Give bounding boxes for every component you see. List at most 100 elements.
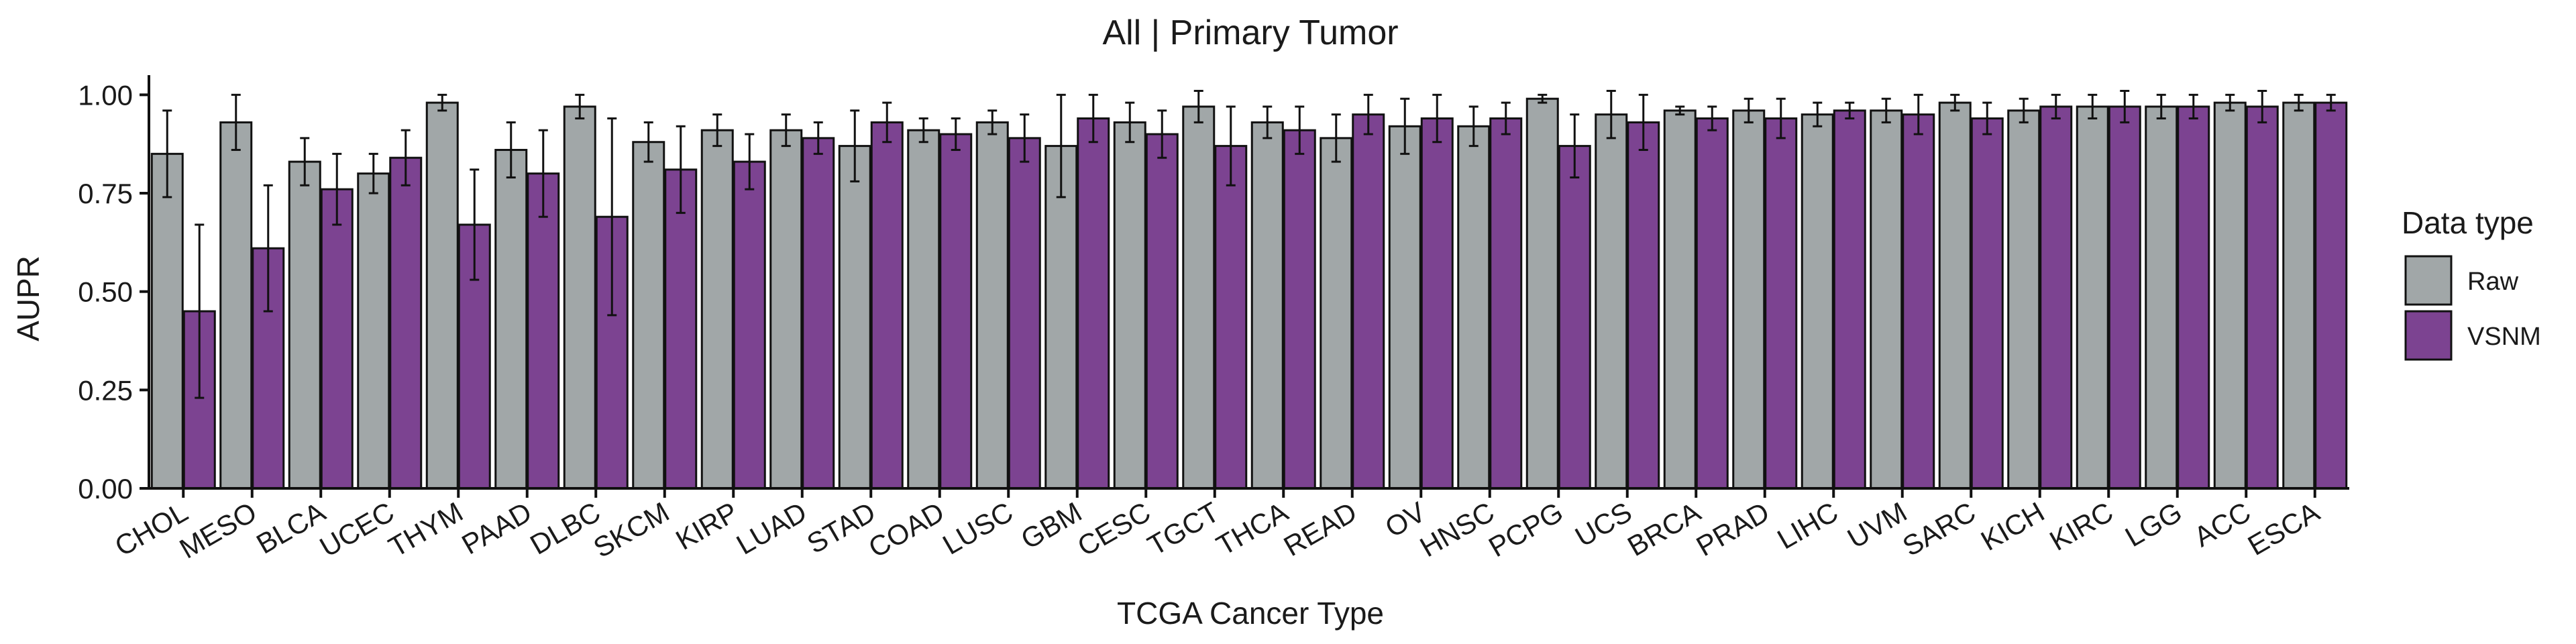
legend-title: Data type [2402, 205, 2534, 240]
x-tick-label-paad: PAAD [456, 496, 537, 560]
error-bar-vsnm-brca [1707, 105, 1717, 131]
bar-vsnm-lusc [1008, 137, 1041, 490]
y-tick-label: 0.00 [78, 473, 133, 504]
bar-raw-ucec [357, 172, 390, 490]
x-tick-label-tgct: TGCT [1142, 496, 1224, 561]
bar-raw-gbm [1044, 145, 1078, 490]
x-tick-label-cesc: CESC [1072, 496, 1156, 562]
x-tick-label-sarc: SARC [1897, 496, 1981, 562]
error-bar-vsnm-sarc [1982, 101, 1992, 136]
bar-vsnm-read [1352, 113, 1385, 490]
bar-vsnm-ucec [389, 156, 423, 490]
bar-vsnm-paad [527, 172, 560, 490]
bar-raw-dlbc [563, 105, 596, 490]
x-tick-label-lihc: LIHC [1772, 496, 1843, 555]
bar-vsnm-cesc [1145, 133, 1179, 490]
error-bar-vsnm-lihc [1845, 101, 1855, 120]
legend-item-vsnm: VSNM [2404, 310, 2541, 361]
x-tick-label-lgg: LGG [2120, 496, 2187, 553]
bar-vsnm-sarc [1970, 117, 2004, 490]
x-tick-label-kirp: KIRP [670, 496, 743, 556]
bar-vsnm-stad [870, 121, 904, 490]
error-bar-vsnm-dlbc [607, 117, 617, 317]
error-bar-vsnm-thca [1295, 105, 1305, 155]
x-tick-label-luad: LUAD [731, 496, 812, 561]
x-tick-label-chol: CHOL [109, 496, 193, 562]
legend-swatch [2404, 255, 2453, 306]
error-bar-raw-stad [850, 109, 860, 182]
y-tick-label: 1.00 [78, 79, 133, 111]
error-bar-raw-ucs [1606, 89, 1616, 140]
x-tick-label-esca: ESCA [2243, 496, 2325, 561]
error-bar-vsnm-coad [951, 117, 961, 151]
error-bar-vsnm-ucs [1638, 93, 1648, 151]
error-bar-vsnm-kirp [745, 133, 755, 191]
bar-raw-luad [769, 129, 803, 490]
error-bar-raw-sarc [1950, 93, 1960, 112]
error-bar-vsnm-prad [1776, 97, 1786, 140]
chart-title: All | Primary Tumor [1102, 13, 1398, 52]
bar-raw-ov [1388, 125, 1421, 490]
x-tick-label-uvm: UVM [1842, 496, 1912, 554]
y-tick-label: 0.50 [78, 276, 133, 308]
error-bar-raw-brca [1675, 105, 1685, 116]
error-bar-vsnm-meso [263, 184, 273, 313]
error-bar-raw-kich [2019, 97, 2029, 123]
error-bar-vsnm-esca [2326, 93, 2336, 112]
legend-label: VSNM [2467, 323, 2541, 351]
bar-vsnm-lihc [1833, 109, 1866, 490]
error-bar-raw-prad [1743, 97, 1754, 123]
x-tick-label-acc: ACC [2188, 496, 2255, 553]
error-bar-raw-lgg [2156, 93, 2166, 120]
bar-raw-sarc [1938, 101, 1972, 490]
error-bar-raw-blca [300, 137, 310, 186]
bar-raw-pcpg [1525, 97, 1559, 490]
bar-raw-ucs [1595, 113, 1628, 490]
error-bar-vsnm-read [1363, 93, 1373, 136]
error-bar-vsnm-thym [470, 168, 480, 281]
error-bar-vsnm-skcm [676, 125, 686, 214]
bar-raw-coad [907, 129, 941, 490]
y-axis-label: AUPR [11, 256, 46, 341]
bar-raw-esca [2282, 101, 2316, 490]
error-bar-raw-kirp [712, 113, 722, 148]
error-bar-vsnm-ov [1432, 93, 1442, 144]
bar-raw-paad [494, 148, 528, 490]
bar-vsnm-prad [1764, 117, 1798, 490]
bar-vsnm-kirp [733, 160, 766, 490]
bar-vsnm-uvm [1902, 113, 1935, 490]
bar-raw-lusc [975, 121, 1009, 490]
error-bar-raw-thym [437, 93, 447, 112]
error-bar-raw-meso [231, 93, 241, 151]
bar-raw-uvm [1870, 109, 1903, 490]
error-bar-raw-coad [918, 117, 928, 144]
x-tick-label-lusc: LUSC [937, 496, 1018, 561]
bar-raw-lgg [2145, 105, 2178, 490]
error-bar-vsnm-tgct [1226, 105, 1236, 186]
x-tick-label-skcm: SKCM [588, 496, 675, 564]
bar-raw-lihc [1801, 113, 1834, 490]
error-bar-raw-esca [2294, 93, 2304, 112]
x-axis: CHOLMESOBLCAUCECTHYMPAADDLBCSKCMKIRPLUAD… [109, 487, 2349, 565]
error-bar-vsnm-luad [813, 121, 823, 155]
error-bar-vsnm-uvm [1913, 93, 1923, 136]
error-bar-vsnm-kirc [2120, 89, 2130, 123]
bar-vsnm-kirc [2108, 105, 2141, 490]
bar-vsnm-esca [2314, 101, 2348, 490]
error-bar-raw-ucec [368, 152, 378, 195]
bar-raw-meso [219, 121, 253, 490]
x-tick-label-dlbc: DLBC [525, 496, 606, 561]
x-tick-label-pcpg: PCPG [1483, 496, 1568, 563]
y-tick-label: 0.75 [78, 178, 133, 209]
plot-area [150, 89, 2348, 490]
error-bar-vsnm-acc [2257, 89, 2267, 123]
error-bar-vsnm-gbm [1088, 93, 1098, 144]
x-tick-label-coad: COAD [863, 496, 950, 564]
error-bar-raw-thca [1263, 105, 1273, 140]
bar-raw-brca [1663, 109, 1697, 490]
x-tick-label-thym: THYM [383, 496, 468, 563]
error-bar-raw-read [1331, 113, 1341, 163]
error-bar-raw-luad [781, 113, 791, 148]
